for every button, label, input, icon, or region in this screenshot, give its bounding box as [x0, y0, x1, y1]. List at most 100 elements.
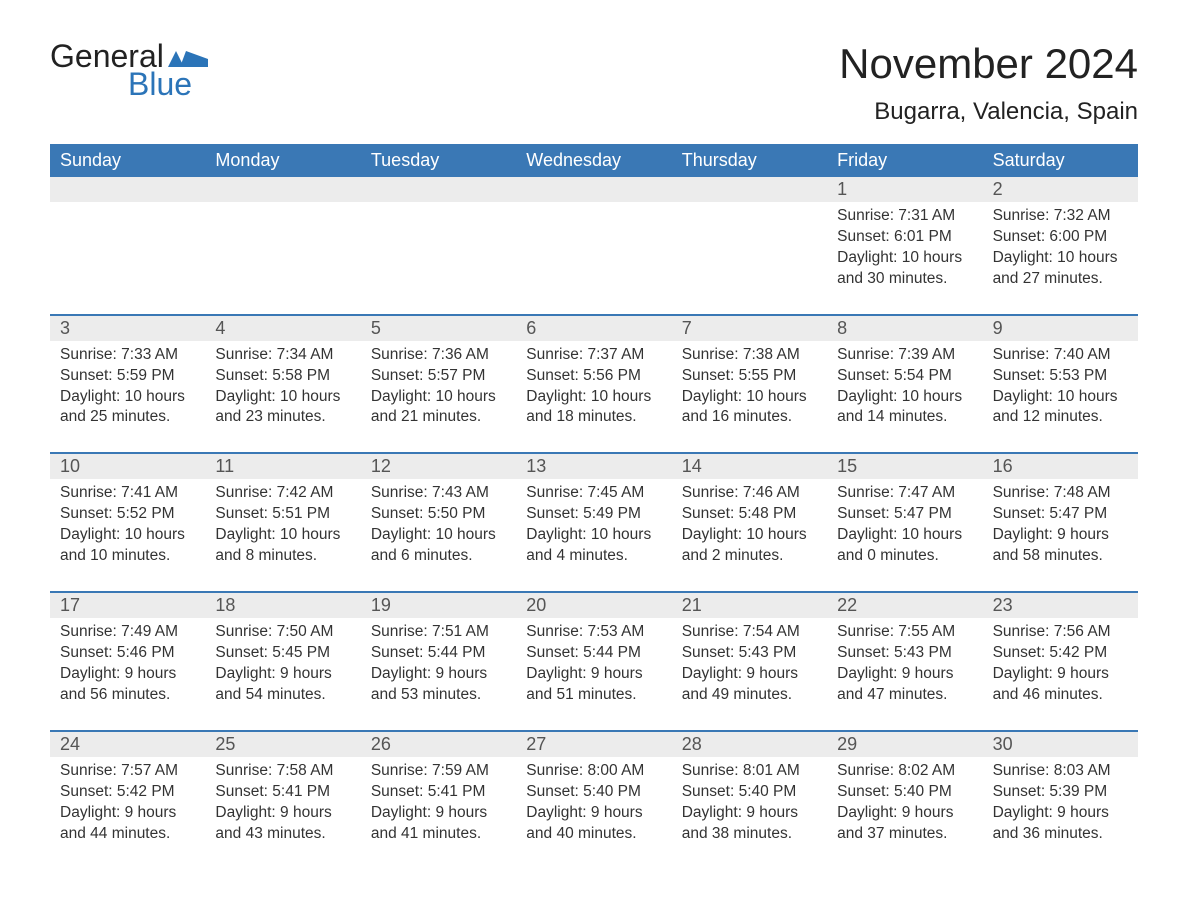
day-number: 10	[50, 454, 205, 479]
week-daynum-strip: 10111213141516	[50, 452, 1138, 479]
day-number-cell: 2	[983, 177, 1138, 202]
sunset-text: Sunset: 5:50 PM	[371, 504, 506, 525]
title-block: November 2024 Bugarra, Valencia, Spain	[839, 40, 1138, 126]
sunrise-text: Sunrise: 7:41 AM	[60, 483, 195, 504]
sunrise-text: Sunrise: 7:57 AM	[60, 761, 195, 782]
day-cell: Sunrise: 7:50 AMSunset: 5:45 PMDaylight:…	[205, 618, 360, 714]
day-header: Saturday	[983, 144, 1138, 177]
location: Bugarra, Valencia, Spain	[839, 98, 1138, 126]
day-number-cell: 15	[827, 454, 982, 479]
daylight-text: Daylight: 10 hours and 8 minutes.	[215, 525, 350, 567]
sunset-text: Sunset: 6:00 PM	[993, 227, 1128, 248]
day-number-cell	[672, 177, 827, 202]
week-daynum-strip: 24252627282930	[50, 730, 1138, 757]
day-number: 25	[205, 732, 360, 757]
day-cell: Sunrise: 7:53 AMSunset: 5:44 PMDaylight:…	[516, 618, 671, 714]
day-cell: Sunrise: 7:57 AMSunset: 5:42 PMDaylight:…	[50, 757, 205, 853]
day-number-cell	[516, 177, 671, 202]
daylight-text: Daylight: 9 hours and 51 minutes.	[526, 664, 661, 706]
day-number-cell: 24	[50, 732, 205, 757]
sunset-text: Sunset: 6:01 PM	[837, 227, 972, 248]
daylight-text: Daylight: 9 hours and 56 minutes.	[60, 664, 195, 706]
sunset-text: Sunset: 5:44 PM	[371, 643, 506, 664]
daylight-text: Daylight: 9 hours and 41 minutes.	[371, 803, 506, 845]
sunrise-text: Sunrise: 7:42 AM	[215, 483, 350, 504]
sunset-text: Sunset: 5:44 PM	[526, 643, 661, 664]
day-number-cell	[205, 177, 360, 202]
daylight-text: Daylight: 9 hours and 44 minutes.	[60, 803, 195, 845]
day-number-cell: 10	[50, 454, 205, 479]
sunset-text: Sunset: 5:46 PM	[60, 643, 195, 664]
header: General Blue November 2024 Bugarra, Vale…	[50, 40, 1138, 126]
sunset-text: Sunset: 5:48 PM	[682, 504, 817, 525]
day-cell: Sunrise: 7:47 AMSunset: 5:47 PMDaylight:…	[827, 479, 982, 575]
day-number-cell: 19	[361, 593, 516, 618]
week-body-row: Sunrise: 7:33 AMSunset: 5:59 PMDaylight:…	[50, 341, 1138, 437]
sunrise-text: Sunrise: 7:53 AM	[526, 622, 661, 643]
day-number-cell: 1	[827, 177, 982, 202]
day-cell: Sunrise: 7:43 AMSunset: 5:50 PMDaylight:…	[361, 479, 516, 575]
daylight-text: Daylight: 10 hours and 18 minutes.	[526, 387, 661, 429]
day-number: 8	[827, 316, 982, 341]
sunrise-text: Sunrise: 7:55 AM	[837, 622, 972, 643]
sunrise-text: Sunrise: 7:38 AM	[682, 345, 817, 366]
sunset-text: Sunset: 5:53 PM	[993, 366, 1128, 387]
day-header: Tuesday	[361, 144, 516, 177]
day-number-cell: 9	[983, 316, 1138, 341]
sunrise-text: Sunrise: 7:58 AM	[215, 761, 350, 782]
day-cell: Sunrise: 7:38 AMSunset: 5:55 PMDaylight:…	[672, 341, 827, 437]
day-number: 13	[516, 454, 671, 479]
daylight-text: Daylight: 10 hours and 4 minutes.	[526, 525, 661, 567]
sunrise-text: Sunrise: 7:47 AM	[837, 483, 972, 504]
sunset-text: Sunset: 5:40 PM	[526, 782, 661, 803]
daylight-text: Daylight: 10 hours and 2 minutes.	[682, 525, 817, 567]
week-body-row: Sunrise: 7:49 AMSunset: 5:46 PMDaylight:…	[50, 618, 1138, 714]
sunset-text: Sunset: 5:51 PM	[215, 504, 350, 525]
sunset-text: Sunset: 5:58 PM	[215, 366, 350, 387]
day-cell: Sunrise: 7:48 AMSunset: 5:47 PMDaylight:…	[983, 479, 1138, 575]
logo: General Blue	[50, 40, 208, 100]
day-cell	[516, 202, 671, 298]
day-cell: Sunrise: 7:37 AMSunset: 5:56 PMDaylight:…	[516, 341, 671, 437]
day-cell: Sunrise: 8:03 AMSunset: 5:39 PMDaylight:…	[983, 757, 1138, 853]
day-number-cell: 30	[983, 732, 1138, 757]
sunrise-text: Sunrise: 7:48 AM	[993, 483, 1128, 504]
daylight-text: Daylight: 10 hours and 14 minutes.	[837, 387, 972, 429]
day-cell	[672, 202, 827, 298]
sunset-text: Sunset: 5:49 PM	[526, 504, 661, 525]
week-daynum-strip: 3456789	[50, 314, 1138, 341]
day-number-cell: 20	[516, 593, 671, 618]
day-cell	[50, 202, 205, 298]
day-cell: Sunrise: 7:39 AMSunset: 5:54 PMDaylight:…	[827, 341, 982, 437]
day-cell: Sunrise: 7:36 AMSunset: 5:57 PMDaylight:…	[361, 341, 516, 437]
sunrise-text: Sunrise: 7:36 AM	[371, 345, 506, 366]
sunset-text: Sunset: 5:45 PM	[215, 643, 350, 664]
sunrise-text: Sunrise: 7:32 AM	[993, 206, 1128, 227]
day-number: 20	[516, 593, 671, 618]
sunrise-text: Sunrise: 7:40 AM	[993, 345, 1128, 366]
daylight-text: Daylight: 9 hours and 38 minutes.	[682, 803, 817, 845]
day-headers: SundayMondayTuesdayWednesdayThursdayFrid…	[50, 144, 1138, 177]
day-number: 28	[672, 732, 827, 757]
sunset-text: Sunset: 5:59 PM	[60, 366, 195, 387]
daylight-text: Daylight: 9 hours and 37 minutes.	[837, 803, 972, 845]
sunset-text: Sunset: 5:47 PM	[837, 504, 972, 525]
day-number-cell: 7	[672, 316, 827, 341]
daylight-text: Daylight: 9 hours and 40 minutes.	[526, 803, 661, 845]
day-number: 16	[983, 454, 1138, 479]
sunrise-text: Sunrise: 8:00 AM	[526, 761, 661, 782]
week-daynum-strip: 17181920212223	[50, 591, 1138, 618]
daylight-text: Daylight: 10 hours and 25 minutes.	[60, 387, 195, 429]
day-number: 14	[672, 454, 827, 479]
day-number-cell: 12	[361, 454, 516, 479]
day-number: 30	[983, 732, 1138, 757]
day-cell	[361, 202, 516, 298]
day-cell: Sunrise: 7:33 AMSunset: 5:59 PMDaylight:…	[50, 341, 205, 437]
sunrise-text: Sunrise: 7:33 AM	[60, 345, 195, 366]
sunset-text: Sunset: 5:40 PM	[682, 782, 817, 803]
sunrise-text: Sunrise: 7:51 AM	[371, 622, 506, 643]
day-number-cell: 5	[361, 316, 516, 341]
day-number: 23	[983, 593, 1138, 618]
day-number: 1	[827, 177, 982, 202]
sunrise-text: Sunrise: 7:37 AM	[526, 345, 661, 366]
